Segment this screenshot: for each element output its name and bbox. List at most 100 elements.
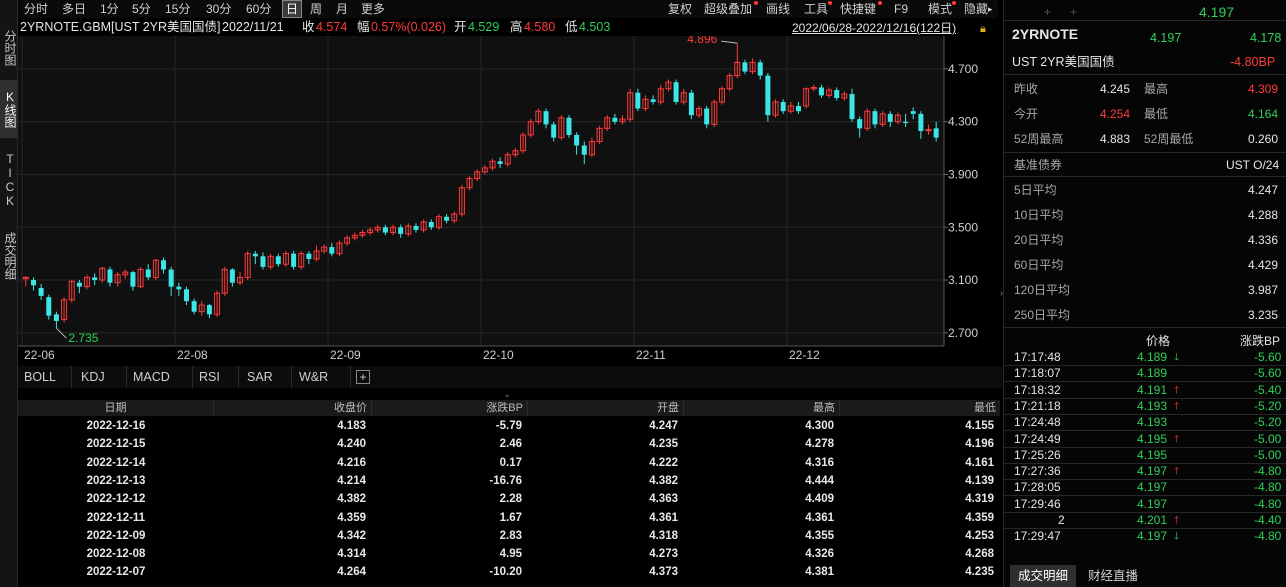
- tab-trade-detail-bottom[interactable]: 成交明细: [1010, 565, 1076, 587]
- lock-icon[interactable]: 🔒︎: [980, 23, 986, 35]
- prev-close-value: 4.245: [1100, 82, 1131, 96]
- period-1min[interactable]: 1分: [100, 2, 119, 16]
- period-day[interactable]: 日: [282, 0, 303, 18]
- candle-body: [183, 289, 189, 302]
- tab-timeshare[interactable]: 分时图: [3, 30, 17, 66]
- arrow-up-icon: 🡑: [1174, 466, 1180, 478]
- adjust-button[interactable]: 复权: [668, 2, 693, 16]
- period-timeshare[interactable]: 分时: [24, 2, 49, 16]
- tick-time: 17:24:48: [1014, 415, 1061, 430]
- mode-button[interactable]: 模式: [928, 2, 953, 16]
- tab-finance-live[interactable]: 财经直播: [1087, 569, 1138, 583]
- tab-kline[interactable]: K线图: [0, 80, 18, 138]
- table-row[interactable]: 2022-12-15 4.240 2.46 4.235 4.278 4.196: [18, 435, 1000, 453]
- collapse-chevron-icon[interactable]: ⌄: [503, 389, 511, 399]
- tools-button[interactable]: 工具: [804, 2, 829, 16]
- indicator-wr[interactable]: W&R: [293, 366, 351, 388]
- period-30min[interactable]: 30分: [206, 2, 232, 16]
- tick-price: 4.197: [1137, 464, 1168, 479]
- candle-body: [398, 227, 404, 234]
- period-week[interactable]: 周: [310, 2, 323, 16]
- ma-label: 5日平均: [1014, 183, 1057, 197]
- table-row[interactable]: 2022-12-13 4.214 -16.76 4.382 4.444 4.139: [18, 472, 1000, 490]
- indicator-sar[interactable]: SAR: [241, 366, 292, 388]
- table-row[interactable]: 2022-12-16 4.183 -5.79 4.247 4.300 4.155: [18, 417, 1000, 435]
- ma-label: 250日平均: [1014, 308, 1071, 322]
- indicator-kdj[interactable]: KDJ: [75, 366, 127, 388]
- cell-low: 4.319: [965, 493, 994, 506]
- tick-time: 17:17:48: [1014, 350, 1061, 364]
- f9-button[interactable]: F9: [894, 2, 909, 16]
- candle-body: [214, 292, 221, 315]
- add-indicator-icon[interactable]: +: [356, 370, 370, 384]
- indicator-rsi[interactable]: RSI: [193, 366, 239, 388]
- notify-dot-icon: [828, 1, 832, 5]
- period-multiday[interactable]: 多日: [62, 2, 87, 16]
- candle-body: [351, 234, 358, 239]
- cell-low: 4.253: [965, 529, 994, 542]
- col-change-bp[interactable]: 涨跌BP: [372, 400, 528, 416]
- candle-body: [168, 269, 174, 287]
- hide-button[interactable]: 隐藏: [964, 2, 989, 16]
- indicator-macd[interactable]: MACD: [127, 366, 193, 388]
- candle-body: [642, 98, 649, 110]
- super-overlay-button[interactable]: 超级叠加: [704, 2, 753, 16]
- period-60min[interactable]: 60分: [246, 2, 272, 16]
- candle-body: [344, 237, 351, 244]
- shortcut-button[interactable]: 快捷键: [840, 2, 877, 16]
- add-icon[interactable]: +: [1044, 5, 1052, 19]
- col-low[interactable]: 最低: [974, 402, 996, 414]
- candle-body: [176, 286, 182, 290]
- col-high[interactable]: 最高: [684, 400, 840, 416]
- tab-tick[interactable]: TICK: [3, 152, 17, 208]
- period-month[interactable]: 月: [336, 2, 349, 16]
- period-5min[interactable]: 5分: [132, 2, 151, 16]
- date-range-link[interactable]: 2022/06/28-2022/12/16(122日): [792, 21, 957, 35]
- candle-body: [879, 113, 886, 125]
- table-row[interactable]: 2022-12-12 4.382 2.28 4.363 4.409 4.319: [18, 490, 1000, 508]
- kline-chart[interactable]: 4.700 4.300 3.900 3.500 3.100 2.700 22-06 22-08…: [18, 36, 1002, 366]
- candle-body: [604, 117, 611, 129]
- tick-price: 4.193: [1137, 415, 1168, 430]
- instrument-fullname: UST 2YR美国国债: [1012, 55, 1115, 69]
- col-open[interactable]: 开盘: [528, 400, 684, 416]
- table-row[interactable]: 2022-12-08 4.314 4.95 4.273 4.326 4.268: [18, 545, 1000, 563]
- period-toolbar: 分时 多日 1分 5分 15分 30分 60分 日 周 月 更多 复权 超级叠加…: [18, 0, 998, 18]
- open-label: 开: [454, 20, 467, 34]
- period-more[interactable]: 更多: [361, 2, 386, 16]
- candle-body: [826, 89, 833, 96]
- tick-time: 2: [1058, 513, 1065, 527]
- add-icon[interactable]: +: [1070, 5, 1078, 19]
- panel-toggle-chevron-icon[interactable]: ›: [1000, 288, 1003, 298]
- tick-change: -5.00: [1254, 447, 1282, 462]
- tick-time: 17:24:49: [1014, 431, 1061, 446]
- tab-trade-detail[interactable]: 成交明细: [3, 232, 17, 280]
- cell-change-bp: -16.76: [489, 474, 522, 487]
- ma-value: 3.987: [1248, 283, 1279, 297]
- table-row[interactable]: 2022-12-14 4.216 0.17 4.222 4.316 4.161: [18, 454, 1000, 472]
- chevron-right-icon[interactable]: ▸: [988, 4, 993, 14]
- candle-body: [229, 269, 235, 283]
- cell-open: 4.273: [649, 548, 678, 561]
- col-date[interactable]: 日期: [18, 400, 214, 416]
- indicator-boll[interactable]: BOLL: [18, 366, 72, 388]
- period-15min[interactable]: 15分: [165, 2, 191, 16]
- close-label: 收: [302, 20, 315, 34]
- table-row[interactable]: 2022-12-11 4.359 1.67 4.361 4.361 4.359: [18, 509, 1000, 527]
- candle-body: [53, 314, 59, 321]
- candle-body: [696, 108, 703, 116]
- candle-body: [742, 62, 748, 72]
- candle-body: [864, 110, 871, 129]
- week52-high-value: 4.883: [1100, 132, 1131, 146]
- table-row[interactable]: 2022-12-09 4.342 2.83 4.318 4.355 4.253: [18, 527, 1000, 545]
- min-pointer: [56, 327, 67, 339]
- indicator-tabs: BOLL KDJ MACD RSI SAR W&R +: [18, 366, 1002, 388]
- tick-price: 4.189: [1137, 350, 1168, 364]
- table-row[interactable]: 2022-12-07 4.264 -10.20 4.373 4.381 4.235: [18, 563, 1000, 581]
- change-label: 幅: [357, 20, 370, 34]
- candle-body: [481, 167, 488, 173]
- draw-line-button[interactable]: 画线: [766, 2, 791, 16]
- candle-body: [903, 121, 909, 124]
- col-close[interactable]: 收盘价: [214, 400, 372, 416]
- candle-body: [298, 253, 305, 268]
